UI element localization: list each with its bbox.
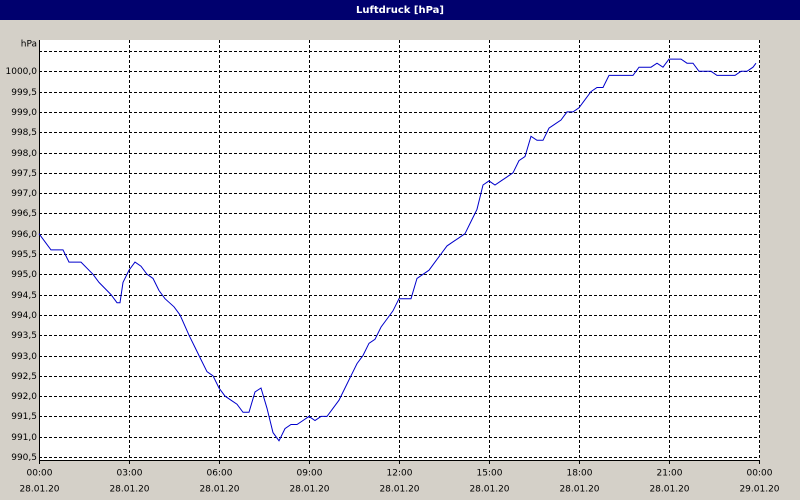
x-tick-label: 06:00 xyxy=(207,469,233,479)
x-tick-label: 09:00 xyxy=(297,469,323,479)
y-tick-label: 993,5 xyxy=(11,331,37,341)
x-tick-label: 21:00 xyxy=(657,469,683,479)
y-tick-label: 996,5 xyxy=(11,209,37,219)
data-line xyxy=(38,58,757,442)
y-tick-label: 999,5 xyxy=(11,88,37,98)
x-tick-label: 15:00 xyxy=(477,469,503,479)
y-tick-label: 1000,0 xyxy=(6,67,38,77)
x-tick-date: 28.01.20 xyxy=(289,485,329,495)
y-tick-label: 992,0 xyxy=(11,392,37,402)
x-tick-date: 28.01.20 xyxy=(379,485,419,495)
y-tick-label: 998,0 xyxy=(11,149,37,159)
y-tick-label: 995,5 xyxy=(11,250,37,260)
y-tick-label: 991,0 xyxy=(11,433,37,443)
x-tick-label: 18:00 xyxy=(567,469,593,479)
y-axis-label: hPa xyxy=(21,40,37,50)
x-tick-date: 28.01.20 xyxy=(649,485,689,495)
x-tick-label: 00:00 xyxy=(27,469,53,479)
y-tick-label: 995,0 xyxy=(11,270,37,280)
y-tick-label: 996,0 xyxy=(11,230,37,240)
title-bar xyxy=(0,0,800,20)
x-tick-date: 28.01.20 xyxy=(109,485,149,495)
y-tick-label: 997,5 xyxy=(11,169,37,179)
y-tick-label: 998,5 xyxy=(11,128,37,138)
x-tick-date: 28.01.20 xyxy=(199,485,239,495)
x-tick-date: 28.01.20 xyxy=(19,485,59,495)
y-tick-label: 994,0 xyxy=(11,311,37,321)
y-tick-label: 994,5 xyxy=(11,291,37,301)
y-tick-label: 990,5 xyxy=(11,453,37,463)
y-tick-label: 993,0 xyxy=(11,352,37,362)
x-tick-date: 29.01.20 xyxy=(739,485,779,495)
y-tick-label: 999,0 xyxy=(11,108,37,118)
chart-title: Luftdruck [hPa] xyxy=(356,5,444,16)
x-tick-label: 12:00 xyxy=(387,469,413,479)
y-tick-label: 991,5 xyxy=(11,412,37,422)
x-tick-date: 28.01.20 xyxy=(559,485,599,495)
y-tick-label: 992,5 xyxy=(11,372,37,382)
x-tick-date: 28.01.20 xyxy=(469,485,509,495)
x-tick-label: 03:00 xyxy=(117,469,143,479)
x-tick-label: 00:00 xyxy=(747,469,773,479)
y-tick-label: 997,0 xyxy=(11,189,37,199)
